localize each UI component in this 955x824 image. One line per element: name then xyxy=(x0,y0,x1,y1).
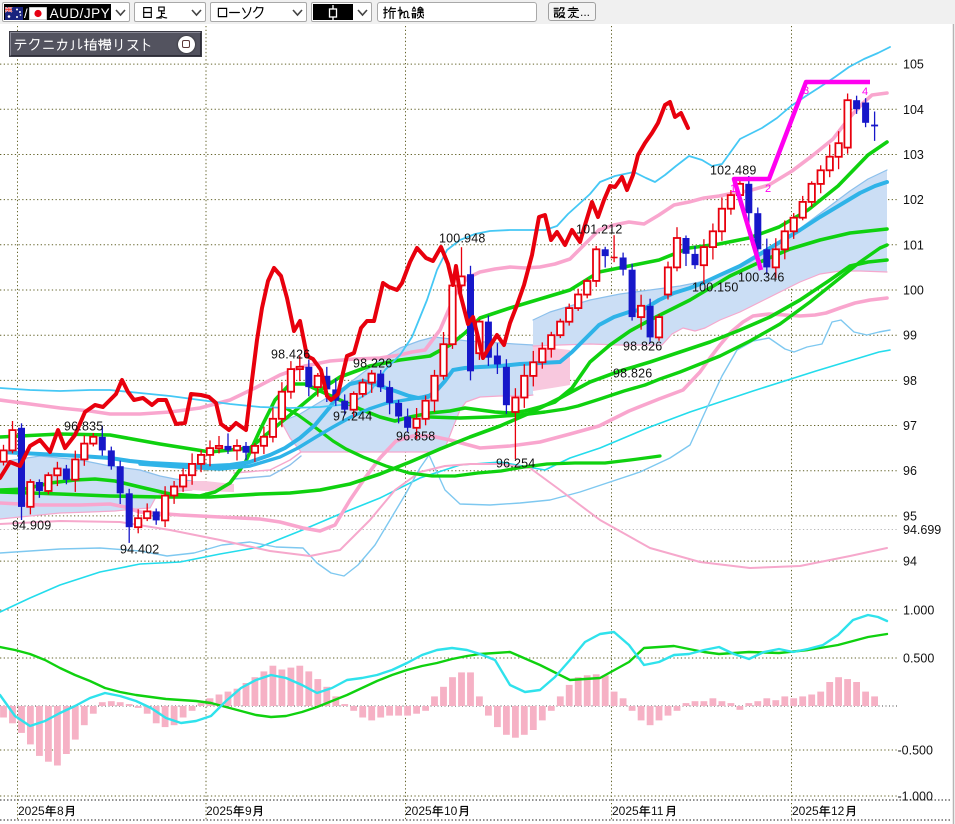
svg-text:4: 4 xyxy=(862,86,868,98)
svg-text:9: 9 xyxy=(245,804,252,818)
svg-text:94: 94 xyxy=(903,555,917,569)
svg-text:2025: 2025 xyxy=(18,804,45,818)
svg-text:99: 99 xyxy=(903,329,917,343)
svg-text:98.226: 98.226 xyxy=(353,357,392,371)
svg-text:1: 1 xyxy=(730,183,736,195)
svg-text:94.699: 94.699 xyxy=(903,523,941,537)
svg-text:12: 12 xyxy=(831,804,845,818)
svg-text:2025: 2025 xyxy=(206,804,233,818)
svg-text:97: 97 xyxy=(903,419,917,433)
svg-text:96.858: 96.858 xyxy=(396,430,435,444)
svg-text:-0.500: -0.500 xyxy=(898,744,933,758)
svg-text:100.346: 100.346 xyxy=(738,271,785,285)
svg-text:96: 96 xyxy=(903,464,917,478)
svg-text:94.402: 94.402 xyxy=(120,543,159,557)
svg-text:96.254: 96.254 xyxy=(496,457,535,471)
svg-text:94.909: 94.909 xyxy=(12,519,51,533)
svg-text:96.835: 96.835 xyxy=(64,420,103,434)
svg-text:10: 10 xyxy=(444,804,458,818)
svg-text:95: 95 xyxy=(903,509,917,523)
svg-text:100: 100 xyxy=(903,284,924,298)
svg-text:105: 105 xyxy=(903,58,924,72)
svg-text:8: 8 xyxy=(57,804,64,818)
svg-text:100.948: 100.948 xyxy=(439,232,486,246)
svg-text:101.212: 101.212 xyxy=(576,223,623,237)
svg-text:-1.000: -1.000 xyxy=(898,790,933,804)
svg-text:2025: 2025 xyxy=(792,804,819,818)
svg-text:98.426: 98.426 xyxy=(271,348,310,362)
svg-text:97.244: 97.244 xyxy=(333,410,372,424)
svg-text:3: 3 xyxy=(803,85,809,97)
svg-text:98: 98 xyxy=(903,374,917,388)
svg-text:2025: 2025 xyxy=(612,804,639,818)
svg-text:103: 103 xyxy=(903,148,924,162)
svg-text:98.826: 98.826 xyxy=(623,340,662,354)
svg-text:11: 11 xyxy=(651,804,664,818)
svg-text:...: ... xyxy=(580,5,590,19)
svg-text:102.489: 102.489 xyxy=(710,164,757,178)
svg-text:102: 102 xyxy=(903,193,924,207)
svg-text:2025: 2025 xyxy=(405,804,432,818)
svg-text:1.000: 1.000 xyxy=(903,604,934,618)
svg-text:104: 104 xyxy=(903,103,924,117)
svg-text:101: 101 xyxy=(903,238,924,252)
svg-text:100.150: 100.150 xyxy=(692,281,739,295)
svg-text:98.826: 98.826 xyxy=(613,367,652,381)
svg-text:2: 2 xyxy=(765,183,771,195)
svg-text:0.500: 0.500 xyxy=(903,652,934,666)
